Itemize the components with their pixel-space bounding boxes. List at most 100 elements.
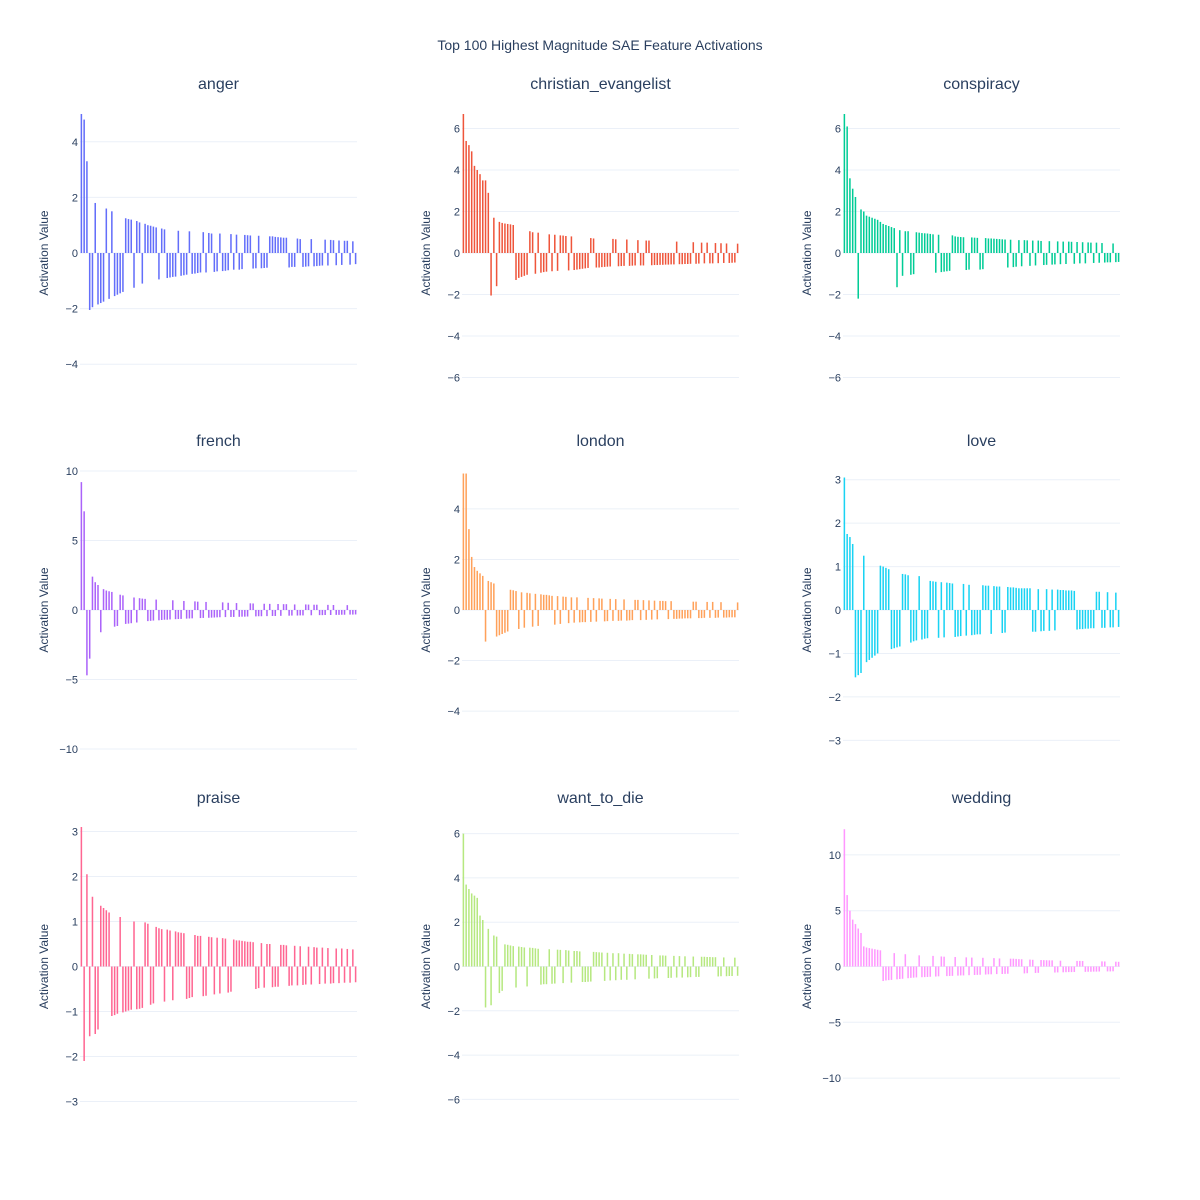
y-tick-label: −2 — [828, 692, 841, 704]
bar — [1031, 240, 1034, 253]
bar — [102, 589, 105, 610]
bar — [277, 966, 279, 987]
bar — [1056, 966, 1059, 973]
bar — [124, 610, 127, 624]
bar — [857, 253, 859, 299]
bar — [868, 216, 871, 253]
bar — [141, 966, 144, 1008]
bar — [642, 253, 645, 266]
y-tick-label: 2 — [72, 192, 78, 204]
subplot-title: christian_evangelist — [530, 76, 671, 93]
bar — [662, 955, 664, 967]
bar — [976, 966, 979, 975]
bar — [581, 610, 584, 623]
bar — [80, 482, 83, 610]
bar — [631, 610, 634, 621]
bar — [257, 235, 260, 253]
bar — [244, 941, 246, 967]
bar — [1106, 592, 1109, 610]
bar — [490, 253, 492, 296]
bar — [736, 243, 739, 253]
bar — [565, 950, 567, 967]
bar — [559, 610, 562, 624]
bar — [304, 966, 307, 985]
bar — [943, 253, 945, 272]
bar — [628, 253, 631, 266]
bar — [113, 966, 116, 1016]
bar — [943, 956, 945, 967]
bar — [232, 939, 235, 967]
y-tick-label: 4 — [454, 873, 460, 885]
bar — [230, 966, 232, 992]
bar — [465, 140, 467, 253]
bar — [263, 603, 265, 610]
bar — [1062, 241, 1064, 253]
bar — [476, 570, 478, 610]
bar — [335, 253, 337, 266]
bar — [1026, 966, 1028, 974]
bar — [592, 951, 595, 967]
bar — [548, 949, 551, 967]
bar — [1043, 610, 1045, 631]
bar — [656, 253, 659, 266]
bar — [711, 957, 714, 967]
bar — [843, 477, 846, 610]
bar — [954, 957, 956, 967]
bar — [681, 610, 683, 619]
bar — [122, 966, 124, 1013]
bar — [706, 601, 708, 610]
bar — [102, 908, 105, 967]
bar — [169, 610, 171, 620]
bar — [111, 211, 113, 253]
bar — [940, 956, 943, 967]
bar — [263, 966, 265, 988]
bar — [136, 221, 138, 253]
bar — [470, 151, 473, 253]
bar — [246, 235, 249, 253]
bar — [692, 242, 695, 253]
bar — [509, 224, 512, 253]
bar — [614, 599, 617, 610]
bar — [180, 253, 182, 276]
bar — [1034, 610, 1037, 632]
bar — [731, 253, 733, 263]
bar — [304, 253, 307, 267]
bar — [1073, 590, 1076, 610]
bar — [166, 253, 169, 279]
bar — [559, 949, 562, 967]
bar — [321, 610, 324, 616]
bar — [868, 610, 871, 660]
subplot-love: love −3 −2 −1 0 1 2 3 Activation Value — [800, 433, 1120, 747]
bar — [310, 239, 313, 253]
bar — [136, 966, 138, 1010]
y-tick-label: 3 — [835, 475, 841, 487]
bar — [656, 610, 659, 620]
y-tick-label: −2 — [447, 1006, 460, 1018]
bar — [191, 966, 193, 998]
bar — [590, 610, 592, 622]
bar — [529, 231, 531, 253]
bar — [937, 234, 940, 253]
bar — [851, 543, 854, 610]
bar — [717, 966, 719, 977]
bar — [965, 253, 968, 271]
bar — [968, 966, 970, 976]
bar — [1048, 610, 1051, 631]
bar — [296, 966, 299, 986]
bar — [542, 966, 545, 985]
bar — [136, 610, 138, 623]
y-axis-label: Activation Value — [419, 924, 433, 1009]
bar — [995, 966, 998, 975]
bar — [736, 966, 739, 976]
bar — [83, 511, 85, 610]
bar — [1062, 590, 1064, 610]
bar — [929, 966, 932, 977]
bar — [133, 597, 135, 610]
bar — [606, 952, 609, 967]
bar — [506, 223, 509, 253]
bar — [518, 253, 520, 278]
bar — [907, 231, 909, 253]
bar — [316, 947, 318, 967]
bar — [626, 239, 628, 253]
